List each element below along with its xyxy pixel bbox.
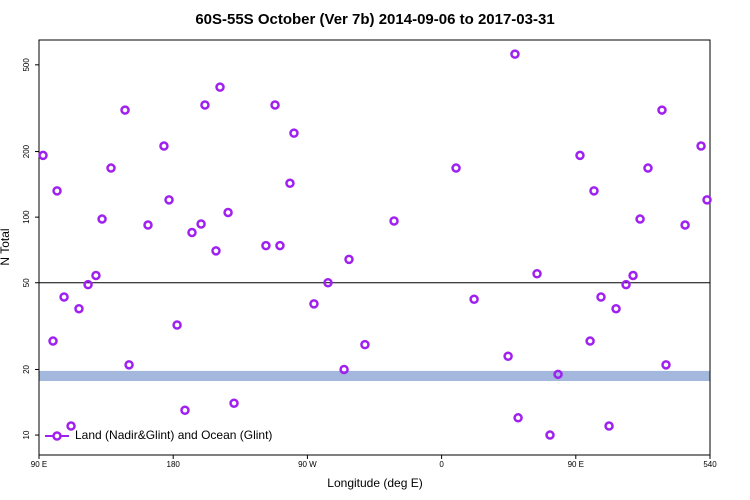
data-point [611,303,621,314]
data-point [628,270,638,281]
data-point [661,360,671,370]
data-point [270,100,280,110]
data-point [545,430,555,440]
data-point [83,279,93,290]
x-tick-label: 0 [439,460,444,469]
data-point [143,220,153,230]
x-tick-label: 180 [167,460,181,469]
data-point [106,163,116,173]
data-point [589,186,599,196]
legend-marker [52,431,62,441]
data-point [696,141,706,151]
data-point [451,163,461,173]
data-point [48,336,58,346]
data-point [360,339,370,350]
data-point [124,360,134,370]
data-point [120,105,130,115]
data-point [52,186,62,196]
data-point [344,254,354,265]
x-tick-label: 540 [703,460,717,469]
data-point [91,270,101,281]
data-point [657,105,667,115]
data-point [532,268,542,279]
data-point [585,336,595,346]
y-tick-label: 50 [22,278,31,287]
data-point [164,195,174,205]
y-tick-label: 200 [22,144,31,158]
data-point [159,141,169,151]
y-tick-label: 100 [22,210,31,224]
chart-title: 60S-55S October (Ver 7b) 2014-09-06 to 2… [195,11,554,28]
data-point [223,207,233,218]
data-point [172,320,182,330]
data-point [66,421,76,431]
data-point [187,227,197,238]
data-point [211,246,221,256]
data-point [513,413,523,423]
legend-label: Land (Nadir&Glint) and Ocean (Glint) [75,428,272,442]
data-point [309,299,319,309]
y-tick-label: 500 [22,58,31,72]
x-tick-label: 90 E [31,460,47,469]
data-point [261,240,271,251]
reference-band [39,370,710,382]
data-point [596,292,606,302]
data-point [575,150,585,161]
data-point [196,219,206,229]
data-point [469,294,479,304]
x-axis-label: Longitude (deg E) [327,476,422,490]
data-point [621,279,631,290]
data-point [38,150,48,161]
data-point [553,369,563,380]
data-point [285,178,295,189]
data-point [275,240,285,251]
data-point [289,128,299,138]
data-point [503,351,513,361]
data-point [604,421,614,431]
data-point [702,195,712,205]
y-axis-label: N Total [0,228,12,265]
x-tick-label: 90 W [298,460,317,469]
data-point [323,277,333,288]
data-point [510,49,520,59]
data-point [680,220,690,230]
data-point [74,303,84,314]
data-point [339,364,349,375]
data-point [215,82,225,92]
plot-frame [38,39,711,456]
data-point [635,214,645,224]
data-point [229,398,239,408]
x-tick-label: 90 E [568,460,584,469]
y-tick-label: 20 [22,364,31,373]
data-point [643,163,653,173]
data-point [389,216,399,226]
y-tick-label: 10 [22,430,31,439]
data-point [59,292,69,302]
data-point [200,100,210,110]
data-point [180,405,190,415]
data-point [97,214,107,224]
